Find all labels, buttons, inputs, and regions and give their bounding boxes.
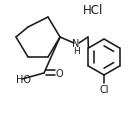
Text: HO: HO [16,74,31,84]
Text: O: O [55,68,63,78]
Text: Cl: Cl [99,84,109,94]
Text: N: N [72,39,80,49]
Text: H: H [73,47,79,56]
Text: HCl: HCl [83,4,103,16]
